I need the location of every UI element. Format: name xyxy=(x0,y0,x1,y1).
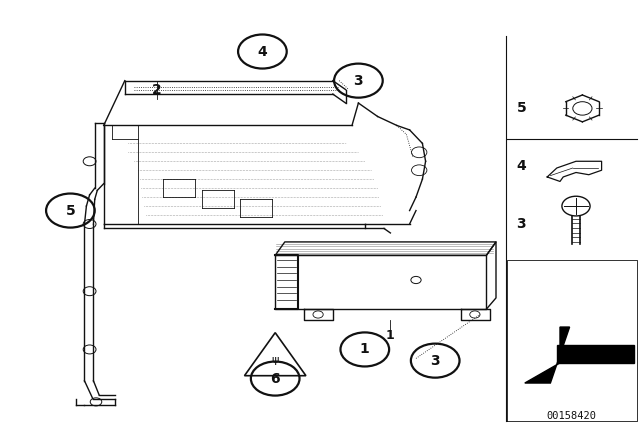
Text: 4: 4 xyxy=(257,44,268,59)
Text: 4: 4 xyxy=(516,159,526,173)
Text: 5: 5 xyxy=(65,203,76,218)
Text: 2: 2 xyxy=(152,82,162,97)
Text: 3: 3 xyxy=(516,217,526,231)
Text: 5: 5 xyxy=(516,100,526,115)
Text: 00158420: 00158420 xyxy=(547,411,596,421)
Text: 3: 3 xyxy=(353,73,364,88)
Text: 3: 3 xyxy=(430,353,440,368)
Text: 6: 6 xyxy=(270,371,280,386)
Polygon shape xyxy=(525,327,570,383)
Text: 1: 1 xyxy=(386,328,395,342)
Text: 1: 1 xyxy=(360,342,370,357)
Polygon shape xyxy=(557,345,634,363)
Text: ψ: ψ xyxy=(271,355,279,365)
